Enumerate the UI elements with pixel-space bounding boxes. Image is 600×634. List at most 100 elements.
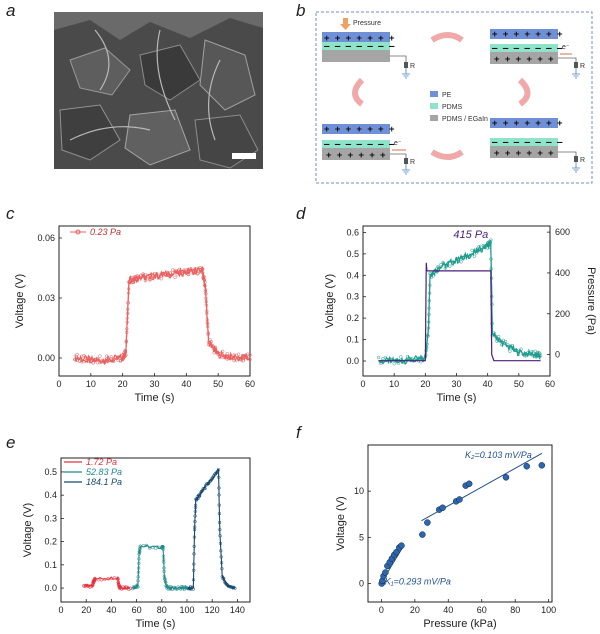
data-point [82,360,86,364]
data-point [84,359,88,363]
data-point [184,268,188,272]
data-point [139,273,143,278]
data-point [500,343,504,347]
data-point [218,351,223,355]
y-tick-label: 0.1 [346,335,359,345]
device-stack-1: + + + + + + + ‒ ‒ ‒ ‒ ‒ ‒ ‒ R [322,32,415,79]
y-tick-label: 0.06 [37,233,55,243]
data-point [193,506,198,510]
legend-label: 52.83 Pa [86,467,122,477]
pressure-label: Pressure [353,20,381,27]
chart-e: 0 20 40 60 80 100 120 140 0.0 0.1 0.2 0.3 0.4 0.5 Time… [22,457,251,630]
data-point [191,578,196,582]
x-tick-label: 20 [81,605,91,615]
data-point [382,569,389,576]
data-point [80,360,84,364]
data-point [217,503,221,507]
series-line-Voltage [378,241,542,364]
data-point [103,577,107,582]
data-point [219,561,224,565]
schematic-border [315,11,593,184]
down-arrow-icon [340,24,351,30]
data-point [502,474,510,481]
data-point [200,488,204,493]
data-point [164,273,168,277]
svg-text:+ + + + + + +: + + + + + + + [324,125,395,135]
panel-label-e: e [6,433,15,452]
data-point [204,292,208,296]
data-point [217,475,221,479]
data-point [112,576,117,580]
data-point [99,578,104,582]
data-point [105,359,109,363]
data-point [126,301,130,305]
chart-f: 0 20 40 60 80 100 0 5 10 Pressure (kPa) Voltage (V… [335,444,556,630]
data-point [405,354,410,359]
x-tick-label: 50 [213,379,223,389]
data-point [205,318,209,322]
data-point [105,354,109,358]
data-point [218,534,222,538]
data-point [171,270,175,275]
data-point [201,271,205,275]
x-tick-label: 60 [477,605,487,615]
svg-text:‒ ‒ ‒ ‒ ‒ ‒ ‒: ‒ ‒ ‒ ‒ ‒ ‒ ‒ [492,138,563,148]
data-point [489,238,493,242]
series-line-Pressure [378,262,541,362]
data-point [171,268,175,272]
data-point [224,582,229,587]
x-tick-label: 20 [410,605,420,615]
data-point [194,497,198,501]
svg-text:e⁻: e⁻ [394,140,402,147]
data-point [222,576,226,580]
data-point [124,340,128,344]
data-point [143,279,148,283]
data-point [225,357,229,361]
svg-text:+ + + + + +: + + + + + + [494,55,554,65]
data-point [143,272,148,277]
series-line-184.1-Pa [187,468,236,591]
data-point [138,546,142,551]
svg-text:+ + + + + + +: + + + + + + + [492,30,563,40]
material-legend: PE PDMS PDMS / EGaIn [430,91,488,123]
x-tick-label: 40 [443,605,453,615]
x-axis-label: Time (s) [437,392,477,404]
y-tick-label: 0.3 [346,292,359,302]
data-point [465,480,473,488]
x-tick-label: 60 [545,379,555,389]
data-point [241,359,245,363]
y-tick-label: 0.4 [44,490,57,500]
chart-c: 0 10 20 30 40 50 60 0.00 0.03 0.06 Time (s) Voltage… [14,225,255,404]
data-point [196,271,200,275]
data-point [472,254,476,259]
annotation-k1: K₁=0.293 mV/Pa [385,576,451,586]
x-axis-label: Time (s) [136,618,176,630]
x-tick-label: 120 [205,605,220,615]
data-point [152,271,157,276]
plot-frame [60,457,251,603]
x-tick-label: 0 [379,605,384,615]
device-stack-4: + + + + + + + ‒ ‒ ‒ ‒ ‒ ‒ ‒ + + + + + + … [490,118,585,173]
data-point [162,560,166,564]
legend-label-pdms: PDMS [442,104,463,111]
data-point [157,545,161,549]
y-axis-label: Voltage (V) [324,274,336,328]
data-point [132,586,136,590]
data-point [503,339,508,344]
data-point [221,349,225,354]
data-point [456,496,463,503]
data-point [424,519,431,526]
y-tick-label: 0.6 [346,227,359,237]
data-point [443,266,448,270]
x-tick-label: 40 [483,379,493,389]
data-point [439,262,443,267]
data-point [381,356,385,361]
data-point [376,355,381,360]
data-point [213,348,218,352]
ground-icon [572,68,580,79]
y-axis-label: Voltage (V) [335,496,347,550]
y-tick-label: 0.5 [346,249,359,259]
data-point [202,278,207,283]
panel-label-b: b [296,1,305,20]
x-tick-label: 0 [58,605,63,615]
